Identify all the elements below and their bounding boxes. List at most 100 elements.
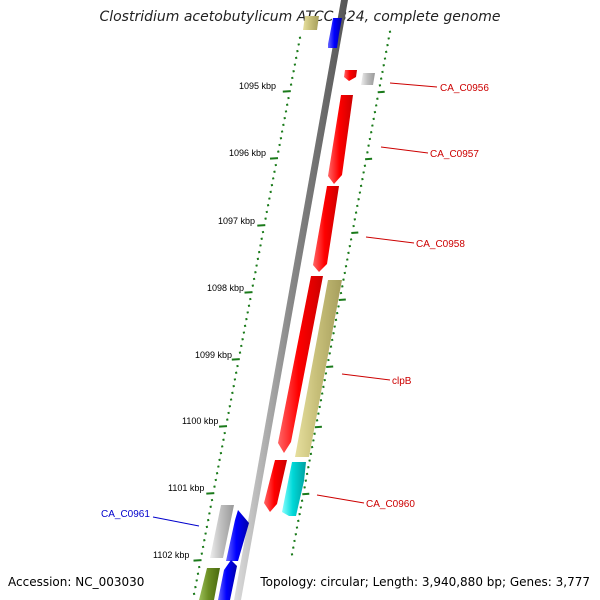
minor-tick bbox=[283, 116, 286, 120]
kbp-tick-scale bbox=[192, 36, 302, 596]
outer-dotted-arc bbox=[290, 30, 392, 556]
minor-tick bbox=[298, 36, 302, 39]
outer-dot bbox=[304, 479, 308, 482]
outer-dot bbox=[332, 332, 335, 335]
outer-dot bbox=[356, 204, 359, 208]
gene-label-CA_C0956: CA_C0956 bbox=[440, 83, 489, 94]
tick-label: 1099 kbp bbox=[195, 350, 232, 360]
minor-tick bbox=[266, 204, 270, 207]
leader-line bbox=[365, 236, 415, 244]
minor-tick bbox=[245, 317, 248, 321]
minor-tick bbox=[287, 96, 290, 100]
outer-dot bbox=[361, 177, 364, 181]
feature-cyan bbox=[282, 462, 306, 516]
outer-dot bbox=[315, 419, 319, 422]
outer-dot bbox=[368, 137, 372, 141]
minor-tick bbox=[228, 405, 232, 408]
gene-CA_C0957-arrow bbox=[328, 95, 353, 184]
outer-dot bbox=[358, 191, 362, 194]
feature-blue-bottom bbox=[218, 560, 237, 600]
minor-tick bbox=[232, 384, 235, 388]
tick-label: 1102 kbp bbox=[153, 550, 189, 560]
minor-tick bbox=[223, 431, 226, 435]
minor-tick bbox=[292, 70, 295, 73]
outer-dot bbox=[369, 131, 373, 134]
outer-dot bbox=[310, 445, 314, 449]
outer-dot bbox=[323, 378, 326, 382]
minor-tick bbox=[285, 103, 289, 106]
major-tick bbox=[231, 358, 240, 361]
outer-dot bbox=[299, 506, 303, 509]
minor-tick bbox=[204, 532, 207, 535]
feature-olive-bottom bbox=[199, 568, 220, 600]
minor-tick bbox=[280, 130, 284, 133]
feature-tan-top bbox=[303, 16, 319, 30]
minor-tick bbox=[218, 458, 221, 462]
outer-dot bbox=[290, 553, 294, 556]
outer-dot bbox=[297, 519, 300, 523]
outer-dot bbox=[384, 50, 388, 54]
leader-line bbox=[380, 146, 429, 154]
minor-tick bbox=[229, 398, 233, 401]
gene-leaders bbox=[152, 82, 438, 527]
outer-dot bbox=[307, 466, 310, 469]
outer-dot bbox=[377, 90, 385, 94]
minor-tick bbox=[226, 418, 229, 421]
minor-tick bbox=[243, 324, 247, 328]
minor-tick bbox=[213, 485, 216, 488]
minor-tick bbox=[210, 498, 214, 502]
minor-tick bbox=[194, 585, 197, 589]
minor-tick bbox=[264, 217, 267, 220]
genome-summary-text: Topology: circular; Length: 3,940,880 bp… bbox=[260, 575, 590, 589]
outer-dot bbox=[303, 486, 306, 489]
major-tick bbox=[282, 90, 291, 93]
tick-label: 1095 kbp bbox=[239, 81, 276, 91]
outer-dot bbox=[294, 533, 298, 536]
minor-tick bbox=[208, 512, 211, 515]
minor-tick bbox=[205, 525, 209, 529]
minor-tick bbox=[238, 351, 242, 354]
outer-dot bbox=[305, 472, 309, 476]
feature-gray-small bbox=[361, 73, 375, 85]
minor-tick bbox=[273, 170, 276, 173]
outer-dot bbox=[343, 271, 347, 275]
outer-dot bbox=[328, 352, 331, 355]
outer-dot bbox=[387, 37, 390, 40]
outer-dot bbox=[300, 499, 304, 502]
minor-tick bbox=[209, 505, 212, 508]
minor-tick bbox=[291, 76, 294, 80]
major-tick bbox=[257, 224, 266, 227]
outer-dot bbox=[319, 399, 323, 402]
gene-clpB-bar bbox=[295, 280, 342, 457]
outer-dot bbox=[324, 372, 328, 375]
outer-dot bbox=[353, 218, 357, 221]
minor-tick bbox=[227, 411, 230, 415]
outer-dot bbox=[378, 84, 382, 87]
leader-line bbox=[152, 516, 200, 527]
outer-dot bbox=[314, 425, 322, 429]
minor-tick bbox=[257, 250, 261, 254]
outer-dot bbox=[351, 231, 359, 234]
outer-dot bbox=[333, 325, 336, 328]
outer-dot bbox=[298, 512, 301, 516]
outer-dot bbox=[320, 392, 324, 395]
outer-dot bbox=[342, 278, 345, 281]
outer-dot bbox=[367, 144, 370, 147]
minor-tick bbox=[254, 271, 257, 274]
outer-dot bbox=[344, 265, 348, 268]
tick-label: 1101 kbp bbox=[168, 483, 204, 493]
minor-tick bbox=[214, 478, 218, 482]
outer-dot bbox=[341, 285, 344, 288]
minor-tick bbox=[249, 297, 252, 301]
minor-tick bbox=[252, 277, 256, 281]
outer-dot bbox=[327, 358, 330, 362]
minor-tick bbox=[203, 539, 206, 542]
major-tick bbox=[206, 492, 215, 495]
outer-dot bbox=[354, 211, 358, 214]
minor-tick bbox=[261, 230, 265, 234]
outer-dot bbox=[349, 238, 353, 241]
gene-labels: CA_C0956 CA_C0957 CA_C0958 clpB CA_C0960… bbox=[101, 83, 489, 520]
minor-tick bbox=[251, 284, 255, 287]
feature-blue-top bbox=[328, 18, 342, 48]
minor-tick bbox=[240, 344, 243, 348]
